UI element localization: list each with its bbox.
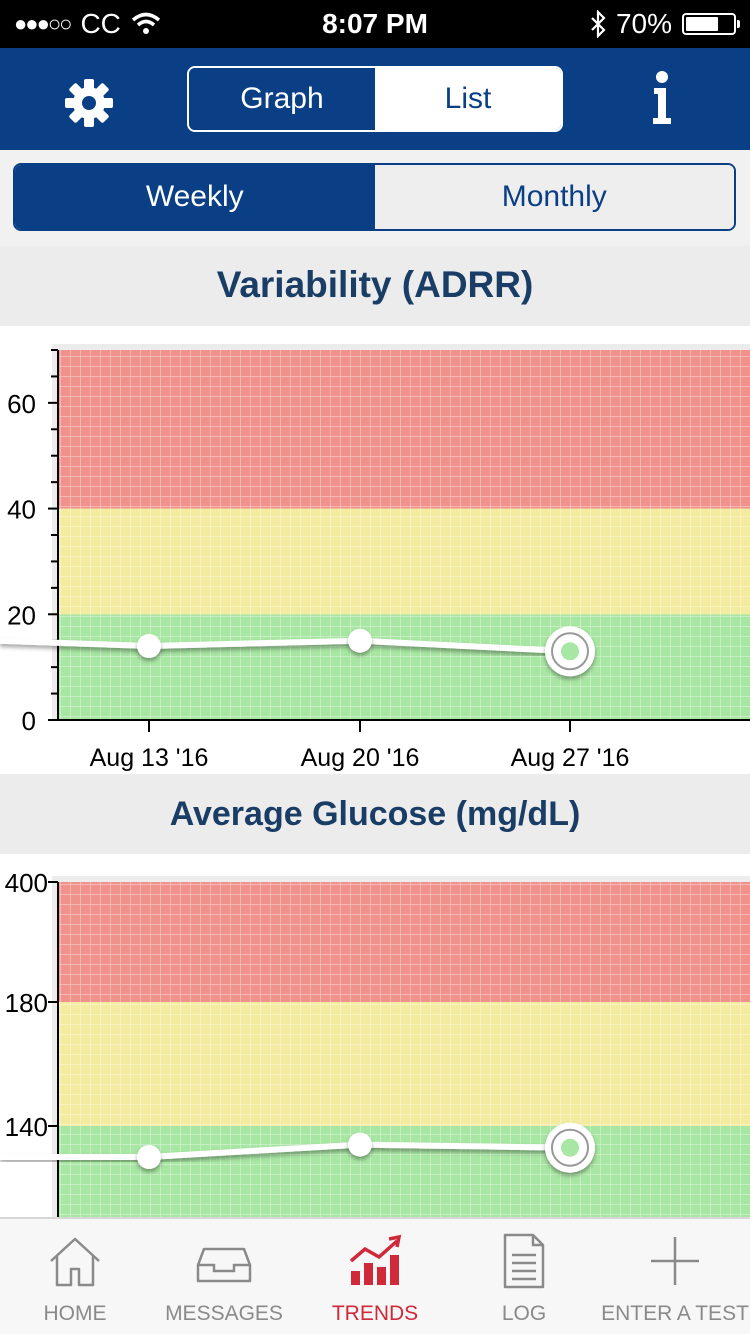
log-icon [503, 1233, 545, 1289]
info-icon[interactable] [650, 70, 674, 126]
plus-icon [651, 1237, 699, 1285]
adrr-x-tick-label: Aug 27 '16 [511, 744, 630, 772]
adrr-y-tick-label: 40 [7, 495, 36, 525]
tab-log[interactable]: LOG [449, 1219, 599, 1334]
glucose-y-tick-label: 140 [5, 1112, 48, 1142]
tab-log-label: LOG [501, 1302, 547, 1325]
status-right: 70% [590, 8, 740, 40]
period-toggle-bar: Weekly Monthly [0, 150, 750, 246]
adrr-point-center [561, 642, 579, 661]
tab-messages[interactable]: MESSAGES [149, 1219, 299, 1334]
glucose-series-line [0, 1141, 571, 1160]
glucose-chart-svg: 140 180 400 [0, 868, 750, 1220]
tab-monthly[interactable]: Monthly [374, 165, 734, 229]
carrier-label: CC [80, 8, 121, 39]
adrr-point [137, 634, 161, 658]
wifi-icon [131, 12, 161, 34]
tab-enter-test-label: ENTER A TEST [601, 1302, 749, 1325]
adrr-y-tick-label: 60 [7, 389, 36, 419]
glucose-point-ring [551, 1128, 589, 1167]
tab-home-label: HOME [43, 1302, 107, 1325]
battery-icon [682, 13, 740, 35]
adrr-x-tick-label: Aug 20 '16 [301, 744, 420, 772]
period-toggle: Weekly Monthly [13, 163, 736, 231]
status-left: ●●●○○ CC [14, 8, 161, 40]
tab-bar: HOME MESSAGES TRENDS LOG ENTER A TES [0, 1217, 750, 1334]
signal-strength-icon: ●●●○○ [14, 11, 72, 36]
tab-trends[interactable]: TRENDS [300, 1219, 450, 1334]
tab-weekly[interactable]: Weekly [15, 165, 375, 229]
tab-messages-label: MESSAGES [165, 1302, 283, 1325]
battery-percent: 70% [615, 8, 672, 39]
home-icon [50, 1237, 100, 1287]
adrr-chart-svg: 0 20 40 60 Aug 13 '16 Aug 20 '16 Aug 27 '16 [0, 344, 750, 772]
trends-icon [349, 1234, 402, 1285]
adrr-chart[interactable]: 0 20 40 60 Aug 13 '16 Aug 20 '16 Aug 27 '16 [0, 326, 750, 774]
tab-graph[interactable]: Graph [189, 68, 375, 130]
adrr-series-line [0, 637, 571, 655]
battery-fill [686, 17, 719, 31]
tab-enter-test[interactable]: ENTER A TEST [600, 1219, 750, 1334]
tab-home[interactable]: HOME [0, 1219, 150, 1334]
view-toggle: Graph List [187, 66, 563, 132]
glucose-y-tick-label: 180 [5, 988, 48, 1018]
glucose-y-tick-label: 400 [5, 868, 48, 898]
inbox-icon [196, 1247, 252, 1283]
clock: 8:07 PM [322, 8, 428, 39]
glucose-chart[interactable]: 140 180 400 [0, 854, 750, 1220]
adrr-point-ring [551, 632, 589, 671]
adrr-point [348, 628, 372, 653]
nav-bar: Graph List [0, 48, 750, 150]
glucose-point-center [561, 1138, 579, 1157]
glucose-chart-title: Average Glucose (mg/dL) [0, 774, 750, 854]
tab-trends-label: TRENDS [331, 1302, 419, 1325]
glucose-point [137, 1145, 161, 1169]
bluetooth-icon [591, 10, 606, 38]
adrr-x-tick-label: Aug 13 '16 [90, 744, 209, 772]
adrr-chart-title: Variability (ADRR) [0, 246, 750, 326]
adrr-y-tick-label: 20 [7, 600, 36, 630]
glucose-point [348, 1132, 372, 1157]
tab-list[interactable]: List [375, 68, 561, 130]
status-bar: ●●●○○ CC 8:07 PM 70% [0, 0, 750, 48]
gear-icon[interactable] [64, 78, 114, 128]
adrr-y-tick-label: 0 [22, 706, 36, 736]
